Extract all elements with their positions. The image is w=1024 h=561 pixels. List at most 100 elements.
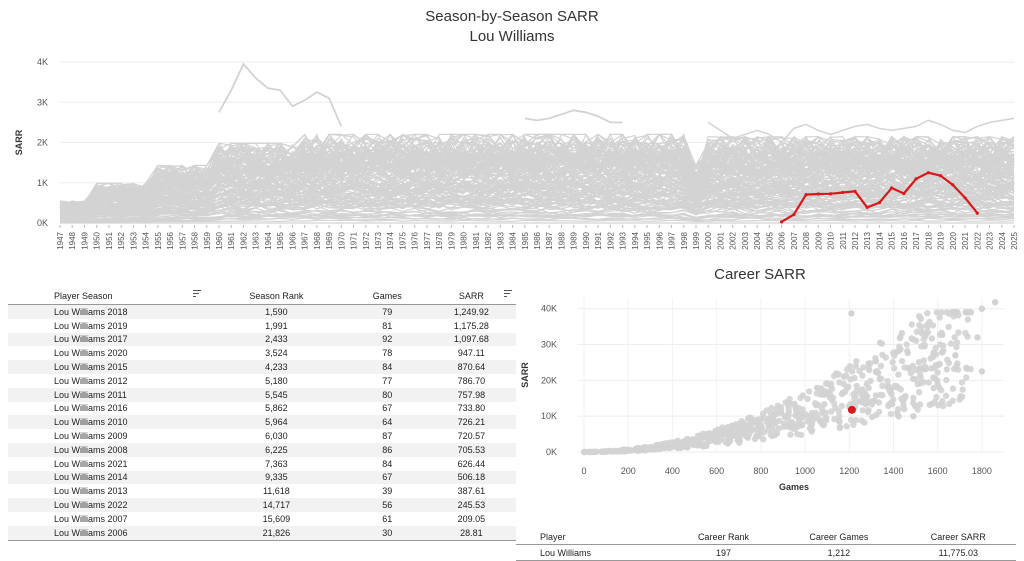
highlight-point[interactable] [804, 193, 808, 197]
highlight-point[interactable] [828, 192, 833, 196]
x-tick-label: 1983 [496, 231, 505, 249]
x-tick-label: 1984 [509, 231, 518, 249]
table-row[interactable]: Lou Williams 2022 14,717 56 245.53 [8, 498, 516, 512]
career-point [809, 412, 816, 419]
season-table-header: Player Season Season Rank Games SARR [8, 288, 516, 305]
table-row[interactable]: Lou Williams 2009 6,030 87 720.57 [8, 429, 516, 443]
table-row[interactable]: Lou Williams 2018 1,590 79 1,249.92 [8, 304, 516, 319]
career-point [769, 423, 776, 430]
career-point [777, 408, 785, 415]
header-player-season[interactable]: Player Season [8, 288, 205, 305]
highlight-point[interactable] [865, 205, 869, 209]
career-point [745, 431, 753, 438]
table-row[interactable]: Lou Williams 2012 5,180 77 786.70 [8, 374, 516, 388]
table-row[interactable]: Lou Williams 2020 3,524 78 947.11 [8, 346, 516, 360]
table-row[interactable]: Lou Williams 2019 1,991 81 1,175.28 [8, 319, 516, 333]
table-row[interactable]: Lou Williams 2021 7,363 84 626.44 [8, 457, 516, 471]
background-line [59, 137, 1015, 209]
x-tick-label: 1977 [423, 231, 432, 249]
x-tick-label: 1961 [227, 231, 236, 249]
highlight-point[interactable] [780, 220, 784, 224]
x-tick-label: 1951 [105, 231, 114, 249]
highlight-point[interactable] [926, 171, 930, 175]
highlight-point[interactable] [963, 196, 967, 200]
career-point [939, 331, 946, 339]
x-tick-label: 2002 [729, 231, 738, 249]
x-tick-label: 2022 [973, 231, 982, 249]
career-point [978, 368, 986, 375]
table-row[interactable]: Lou Williams 2008 6,225 86 705.53 [8, 442, 516, 457]
header-career-rank[interactable]: Career Rank [669, 529, 778, 545]
career-point [828, 408, 835, 415]
highlight-point[interactable] [975, 211, 979, 215]
header-sarr[interactable]: SARR [426, 288, 516, 305]
career-point [916, 322, 923, 329]
table-row[interactable]: Lou Williams 2014 9,335 67 506.18 [8, 470, 516, 485]
x-tick-label: 1973 [374, 231, 383, 249]
career-point [920, 379, 927, 386]
table-row[interactable]: Lou Williams 2015 4,233 84 870.64 [8, 360, 516, 374]
background-line [59, 212, 1015, 223]
career-scatter-chart[interactable]: 0K 10K 20K 30K 40K 0 200 400 600 800 1000 1200 1400 1… [516, 290, 1016, 495]
highlight-point[interactable] [853, 189, 857, 193]
header-games[interactable]: Games [347, 288, 427, 305]
highlight-point[interactable] [914, 177, 918, 181]
background-line [59, 196, 1015, 219]
highlight-point[interactable] [877, 201, 882, 205]
cell-games: 78 [382, 348, 393, 359]
career-point [943, 376, 950, 384]
table-row[interactable]: Lou Williams 2016 5,862 67 733.80 [8, 402, 516, 416]
highlight-point[interactable] [951, 183, 955, 187]
career-point [852, 363, 860, 370]
header-career-games[interactable]: Career Games [777, 529, 901, 545]
header-season-rank[interactable]: Season Rank [205, 288, 348, 305]
highlight-point[interactable] [792, 212, 796, 217]
table-row[interactable]: Lou Williams 2010 5,964 64 726.21 [8, 415, 516, 430]
table-row[interactable]: Lou Williams 2011 5,545 80 757.98 [8, 387, 516, 402]
x-tick-label: 1997 [668, 231, 677, 249]
career-row[interactable]: Lou Williams 197 1,212 11,775.03 [516, 544, 1016, 561]
career-point [877, 339, 884, 346]
x-tick-label: 2005 [765, 231, 774, 249]
career-point [873, 368, 880, 375]
table-row[interactable]: Lou Williams 2007 15,609 61 209.05 [8, 512, 516, 526]
career-point [838, 402, 845, 410]
sort-icon[interactable] [504, 290, 512, 298]
career-point [774, 402, 782, 409]
career-point [978, 305, 986, 312]
table-row[interactable]: Lou Williams 2017 2,433 92 1,097.68 [8, 332, 516, 347]
background-line [59, 169, 1015, 214]
cell-season-rank: 3,524 [265, 348, 288, 359]
table-row[interactable]: Lou Williams 2006 21,826 30 28.81 [8, 525, 516, 541]
x-tick-label: 2012 [851, 231, 860, 249]
cell-sarr: 387.61 [457, 486, 486, 497]
background-line [59, 133, 1015, 209]
sort-icon[interactable] [193, 290, 201, 298]
career-point [898, 357, 906, 365]
cell-player-season: Lou Williams 2016 [54, 403, 128, 414]
header-career-sarr[interactable]: Career SARR [900, 529, 1016, 545]
highlight-point[interactable] [939, 174, 943, 178]
career-point [930, 384, 937, 392]
table-row[interactable]: Lou Williams 2013 11,618 39 387.61 [8, 484, 516, 498]
highlight-point[interactable] [847, 405, 856, 414]
cell-player-season: Lou Williams 2021 [54, 458, 128, 469]
highlight-point[interactable] [890, 186, 894, 190]
cell-season-rank: 9,335 [205, 470, 348, 485]
career-point [763, 418, 771, 425]
career-point [910, 412, 917, 420]
background-line [524, 109, 623, 124]
x-tick-label: 2018 [924, 231, 933, 249]
cell-games: 61 [382, 513, 393, 524]
career-point [933, 393, 940, 401]
highlight-point[interactable] [902, 191, 906, 196]
career-point [653, 441, 660, 449]
x-tick-label: 1955 [154, 231, 163, 249]
career-point [844, 366, 851, 373]
career-point [942, 392, 950, 399]
cell-player-season: Lou Williams 2015 [8, 360, 205, 374]
header-player[interactable]: Player [516, 529, 670, 545]
highlight-point[interactable] [841, 190, 845, 195]
highlight-point[interactable] [816, 192, 820, 196]
